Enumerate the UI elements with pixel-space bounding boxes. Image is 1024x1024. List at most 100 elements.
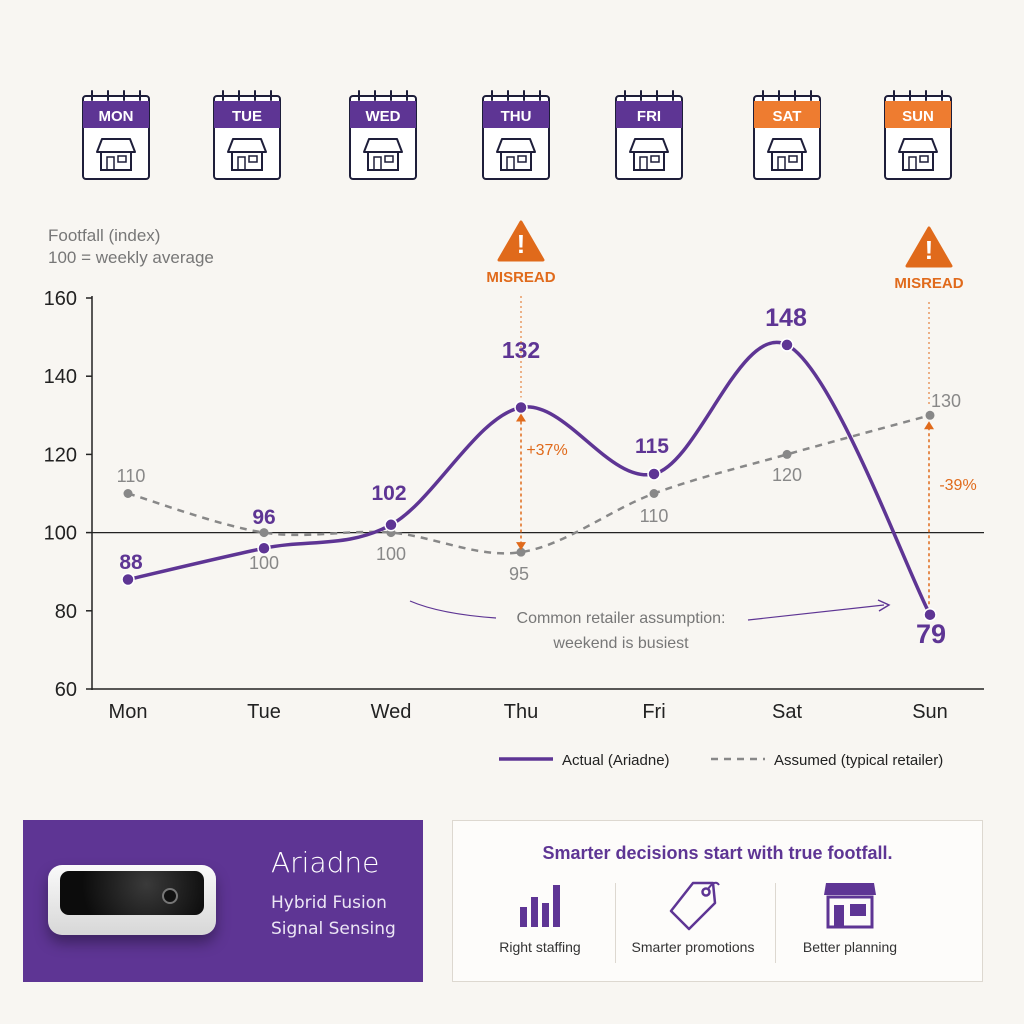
actual-value-label: 148 [765, 304, 807, 332]
benefits-panel: Smarter decisions start with true footfa… [452, 820, 983, 982]
legend-label-actual: Actual (Ariadne) [562, 752, 670, 769]
calendar-icon-mon: MON [82, 90, 150, 180]
product-tagline: Hybrid Fusion Signal Sensing [271, 890, 396, 942]
y-tick-label: 80 [55, 601, 77, 623]
calendar-day-label: FRI [637, 108, 661, 125]
store-body [771, 151, 803, 171]
store-window [517, 155, 527, 163]
warning-icon-glyph: ! [925, 235, 934, 265]
benefit-divider [615, 883, 616, 963]
device-lens [162, 888, 178, 904]
assumed-point-fri [649, 489, 659, 498]
actual-value-label: 96 [252, 506, 275, 529]
store-window [384, 155, 394, 163]
calendar-day-label: MON [99, 108, 134, 125]
actual-value-label: 115 [635, 435, 669, 458]
store-door [908, 156, 917, 171]
benefit-label: Better planning [802, 939, 898, 955]
delta-arrowhead [924, 421, 934, 430]
store-body [902, 151, 934, 171]
calendar-day-label: WED [366, 108, 401, 125]
actual-point-sun [923, 607, 937, 622]
y-tick-label: 120 [44, 444, 77, 466]
store-window [919, 155, 929, 163]
store-window [117, 155, 127, 163]
device-top-surface [60, 871, 204, 915]
calendar-icon-tue: TUE [213, 90, 281, 180]
benefits-title: Smarter decisions start with true footfa… [542, 843, 893, 863]
assumed-point-mon [123, 489, 133, 498]
benefit-label: Smarter promotions [631, 939, 755, 955]
warning-icon-glyph: ! [517, 229, 526, 259]
calendar-header [214, 101, 280, 128]
warning-icon [905, 226, 953, 268]
calendar-icon-sun: SUN [884, 90, 952, 180]
x-tick-label: Wed [371, 701, 412, 723]
actual-value-label: 132 [502, 337, 540, 363]
actual-point-sat [780, 338, 794, 352]
benefit-smarter-promotions: Smarter promotions [618, 877, 768, 955]
assumption-note-line2: weekend is busiest [552, 635, 689, 652]
calendar-header [754, 101, 820, 128]
calendar-icon-sat: SAT [753, 90, 821, 180]
benefit-right-staffing: Right staffing [465, 877, 615, 955]
assumed-point-thu [516, 547, 526, 557]
benefit-divider [775, 883, 776, 963]
product-tagline-line2: Signal Sensing [271, 919, 396, 939]
y-tick-label: 100 [44, 523, 77, 545]
calendar-header [885, 101, 951, 128]
actual-point-thu [514, 400, 528, 415]
actual-point-fri [647, 467, 661, 481]
store-door [777, 156, 786, 171]
delta-percent-label: +37% [526, 442, 567, 459]
price-tag-icon [669, 881, 720, 931]
y-tick-label: 140 [44, 366, 77, 388]
y-axis-title: Footfall (index) [48, 226, 160, 245]
y-tick-label: 160 [44, 288, 77, 310]
store-body [231, 151, 263, 171]
footfall-chart: MON TUE WED THU FRI SAT SUN Footfall (index) 100… [44, 90, 984, 769]
store-body [367, 151, 399, 171]
store-body [500, 151, 532, 171]
store-door [639, 156, 648, 171]
benefit-better-planning: Better planning [775, 877, 925, 955]
product-tagline-line1: Hybrid Fusion [271, 893, 387, 913]
sensor-device-image [48, 865, 216, 935]
x-tick-label: Tue [247, 701, 281, 723]
store-body [633, 151, 665, 171]
calendar-day-label: SAT [773, 108, 802, 125]
calendar-icon-thu: THU [482, 90, 550, 180]
assumed-point-sun [925, 410, 935, 420]
actual-series-line [127, 340, 932, 616]
legend-label-assumed: Assumed (typical retailer) [774, 752, 943, 769]
x-tick-label: Sat [772, 701, 802, 723]
bar-chart-icon [520, 885, 560, 927]
store-window [788, 155, 798, 163]
calendar-header [350, 101, 416, 128]
store-door [373, 156, 382, 171]
calendar-icon-fri: FRI [615, 90, 683, 180]
assumed-value-label: 110 [117, 466, 146, 486]
assumed-value-label: 120 [772, 465, 802, 485]
actual-point-mon [121, 572, 135, 587]
assumed-point-sat [782, 449, 792, 459]
note-arrow-left [409, 600, 497, 619]
warning-icon [497, 220, 545, 262]
y-axis-subtitle: 100 = weekly average [48, 248, 214, 267]
store-window [650, 155, 660, 163]
actual-value-label: 79 [916, 619, 946, 649]
calendar-day-label: TUE [232, 108, 262, 125]
store-window [248, 155, 258, 163]
misread-tag: MISREAD [486, 269, 555, 286]
calendar-header [83, 101, 149, 128]
calendar-header [616, 101, 682, 128]
actual-point-wed [384, 518, 398, 532]
product-panel: Ariadne Hybrid Fusion Signal Sensing [23, 820, 423, 982]
calendar-day-label: THU [501, 108, 532, 125]
misread-tag: MISREAD [894, 275, 963, 292]
calendar-icon-wed: WED [349, 90, 417, 180]
note-arrow-right [747, 604, 885, 621]
store-body [100, 151, 132, 171]
product-name: Ariadne [271, 846, 380, 879]
store-door [237, 156, 246, 171]
